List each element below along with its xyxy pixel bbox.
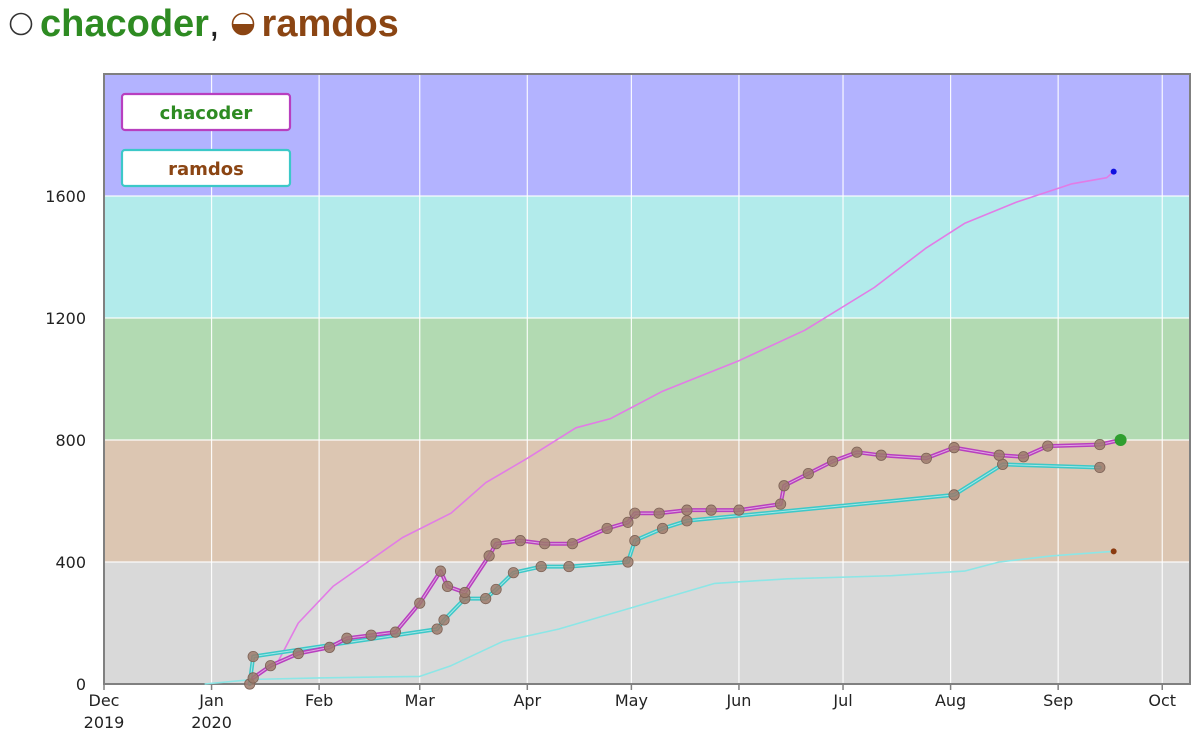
data-point-chacoder[interactable] <box>1094 438 1106 451</box>
data-point-chacoder[interactable] <box>774 498 787 510</box>
data-point-ramdos[interactable] <box>247 650 259 663</box>
data-point-ramdos[interactable] <box>629 535 641 547</box>
page-title: chacoder , ramdos <box>8 0 399 48</box>
x-tick-label: Jun <box>725 691 751 710</box>
data-point-chacoder[interactable] <box>622 516 634 528</box>
data-point-chacoder[interactable] <box>681 504 693 516</box>
plot-frame <box>103 73 1191 685</box>
data-point-chacoder[interactable] <box>264 660 277 672</box>
data-point-ramdos[interactable] <box>681 515 693 527</box>
end-marker <box>1110 548 1117 555</box>
end-marker <box>1114 434 1127 446</box>
x-tick-label: May <box>615 691 648 710</box>
legend-item-chacoder[interactable] <box>120 92 292 132</box>
x-tick-year-label: 2020 <box>191 713 232 732</box>
data-point-chacoder[interactable] <box>514 535 526 547</box>
data-point-ramdos[interactable] <box>622 556 634 568</box>
user-name-2[interactable]: ramdos <box>261 2 399 45</box>
data-point-ramdos[interactable] <box>490 583 502 596</box>
data-point-chacoder[interactable] <box>490 538 502 550</box>
data-point-chacoder[interactable] <box>827 455 839 467</box>
data-point-ramdos[interactable] <box>431 623 443 635</box>
data-point-ramdos[interactable] <box>480 592 492 605</box>
y-tick-label: 1600 <box>45 187 86 206</box>
y-tick-label: 400 <box>55 553 86 572</box>
legend-label: chacoder <box>160 103 253 124</box>
data-point-chacoder[interactable] <box>539 538 551 550</box>
data-point-ramdos[interactable] <box>657 522 669 535</box>
data-point-ramdos[interactable] <box>1094 461 1106 474</box>
data-point-chacoder[interactable] <box>653 507 665 519</box>
data-point-chacoder[interactable] <box>341 632 353 644</box>
data-point-chacoder[interactable] <box>948 442 960 454</box>
data-point-chacoder[interactable] <box>802 467 814 480</box>
x-tick-label: Jul <box>832 691 852 710</box>
data-point-chacoder[interactable] <box>1042 440 1054 452</box>
end-marker <box>1110 168 1117 175</box>
rating-band <box>104 318 1190 440</box>
data-point-chacoder[interactable] <box>778 480 790 492</box>
user-name-1[interactable]: chacoder <box>40 2 209 45</box>
x-tick-label: Jan <box>198 691 224 710</box>
y-tick-label: 0 <box>76 675 86 694</box>
data-point-ramdos[interactable] <box>948 489 960 501</box>
data-point-chacoder[interactable] <box>459 586 471 599</box>
y-tick-label: 800 <box>55 431 86 450</box>
data-point-chacoder[interactable] <box>1017 451 1030 463</box>
x-tick-year-label: 2019 <box>84 713 125 732</box>
legend-item-ramdos[interactable] <box>120 148 292 188</box>
title-separator: , <box>208 2 220 45</box>
data-point-chacoder[interactable] <box>733 504 745 516</box>
data-point-ramdos[interactable] <box>438 614 450 626</box>
solved-line-ramdos <box>204 550 1114 685</box>
data-point-chacoder[interactable] <box>851 446 863 458</box>
data-point-chacoder[interactable] <box>483 550 495 562</box>
data-point-chacoder[interactable] <box>629 507 641 519</box>
rating-band <box>104 440 1190 562</box>
data-point-chacoder[interactable] <box>434 565 447 577</box>
data-point-ramdos[interactable] <box>563 560 575 573</box>
data-point-chacoder[interactable] <box>414 597 426 609</box>
data-point-chacoder[interactable] <box>292 647 304 660</box>
data-point-chacoder[interactable] <box>875 449 887 461</box>
rating-band <box>104 562 1190 684</box>
data-point-chacoder[interactable] <box>920 452 932 464</box>
x-tick-label: Feb <box>305 691 333 710</box>
data-point-chacoder[interactable] <box>441 580 454 593</box>
data-point-chacoder[interactable] <box>365 629 377 641</box>
x-tick-label: Mar <box>405 691 436 710</box>
data-point-chacoder[interactable] <box>993 449 1005 461</box>
legend-label: ramdos <box>168 159 244 180</box>
data-point-chacoder[interactable] <box>323 641 336 654</box>
half-filled-circle-icon <box>231 12 254 36</box>
x-tick-label: Dec <box>89 691 120 710</box>
solved-line-chacoder <box>245 170 1115 685</box>
x-tick-label: Aug <box>935 691 966 710</box>
y-tick-label: 1200 <box>45 309 86 328</box>
x-tick-label: Apr <box>513 691 541 710</box>
rating-band <box>104 196 1190 318</box>
x-tick-label: Oct <box>1148 691 1176 710</box>
data-point-chacoder[interactable] <box>566 538 579 550</box>
data-point-ramdos[interactable] <box>507 567 520 579</box>
data-point-chacoder[interactable] <box>705 504 717 516</box>
x-tick-label: Sep <box>1043 691 1073 710</box>
data-point-chacoder[interactable] <box>389 626 402 638</box>
data-point-ramdos[interactable] <box>535 560 547 573</box>
data-point-chacoder[interactable] <box>601 522 613 535</box>
data-point-chacoder[interactable] <box>247 672 259 684</box>
empty-circle-icon <box>9 12 33 36</box>
